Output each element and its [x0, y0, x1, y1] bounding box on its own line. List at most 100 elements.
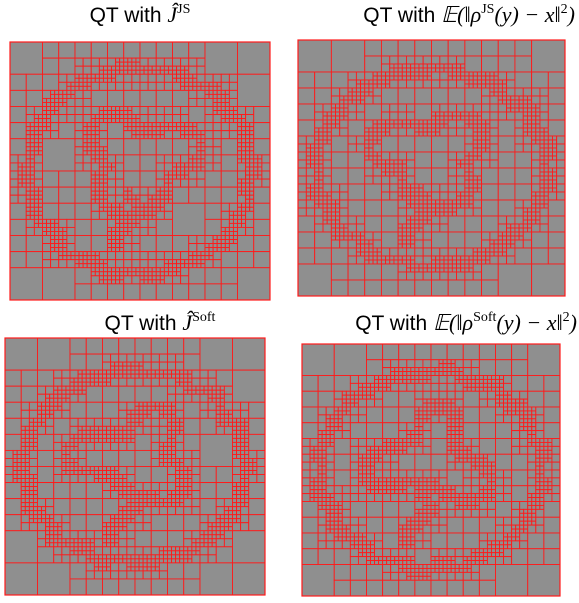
- quadtree-cell: [411, 124, 415, 128]
- quadtree-cell: [233, 410, 241, 418]
- quadtree-cell: [127, 422, 131, 426]
- quadtree-cell: [180, 382, 184, 386]
- quadtree-cell: [415, 64, 419, 68]
- quadtree-cell: [386, 172, 390, 176]
- quadtree-cell: [330, 509, 334, 513]
- quadtree-cell: [346, 525, 350, 529]
- quadtree-cell: [403, 482, 407, 486]
- quadtree-cell: [82, 547, 86, 551]
- quadtree-cell: [95, 155, 99, 159]
- quadtree-cell: [189, 127, 193, 131]
- quadtree-cell: [124, 107, 128, 111]
- quadtree-cell: [482, 256, 486, 260]
- quadtree-cell: [213, 94, 217, 98]
- quadtree-cell: [482, 72, 486, 76]
- quadtree-cell: [71, 90, 75, 94]
- quadtree-cell: [128, 191, 132, 195]
- quadtree-cell: [242, 127, 246, 131]
- quadtree-cell: [86, 539, 90, 543]
- quadtree-cell: [448, 260, 452, 264]
- quadtree-cell: [213, 107, 217, 111]
- quadtree-cell: [189, 187, 205, 203]
- quadtree-cell: [415, 220, 419, 224]
- quadtree-cell: [87, 264, 91, 268]
- quadtree-cell: [331, 116, 335, 120]
- quadtree-cell: [241, 479, 245, 483]
- quadtree-cell: [447, 435, 451, 439]
- quadtree-cell: [361, 92, 365, 96]
- quadtree-cell: [520, 391, 528, 399]
- quadtree-cell: [398, 40, 415, 56]
- quadtree-cell: [156, 179, 164, 187]
- quadtree-cell: [176, 418, 180, 422]
- quadtree-cell: [443, 407, 447, 411]
- quadtree-cell: [415, 513, 419, 517]
- quadtree-cell: [242, 131, 246, 135]
- quadtree-cell: [406, 224, 410, 228]
- quadtree-cell: [356, 88, 360, 92]
- quadtree-cell: [254, 167, 258, 171]
- quadtree-cell: [257, 467, 265, 475]
- quadtree-cell: [326, 407, 334, 415]
- quadtree-cell: [390, 120, 394, 124]
- quadtree-cell: [369, 136, 373, 140]
- quadtree-cell: [381, 168, 385, 172]
- quadtree-cell: [112, 248, 116, 252]
- quadtree-cell: [103, 338, 119, 354]
- quadtree-cell: [373, 80, 377, 84]
- quadtree-cell: [201, 260, 205, 264]
- quadtree-cell: [59, 219, 67, 227]
- quadtree-cell: [331, 152, 348, 168]
- quadtree-cell: [208, 547, 216, 555]
- quadtree-cell: [193, 127, 197, 131]
- quadtree-cell: [465, 208, 473, 216]
- quadtree-cell: [120, 272, 124, 276]
- quadtree-cell: [482, 168, 499, 184]
- quadtree-cell: [152, 66, 156, 70]
- quadtree-cell: [147, 499, 151, 503]
- quadtree-cell: [238, 227, 246, 235]
- quadtree-cell: [197, 123, 205, 131]
- quadtree-cell: [486, 248, 490, 252]
- quadtree-cell: [135, 354, 143, 362]
- quadtree-cell: [406, 160, 414, 168]
- quadtree-cell: [26, 195, 30, 199]
- quadtree-cell: [373, 120, 377, 124]
- quadtree-cell: [477, 136, 481, 140]
- quadtree-cell: [246, 159, 250, 163]
- quadtree-cell: [155, 503, 159, 507]
- quadtree-cell: [473, 192, 481, 200]
- quadtree-cell: [176, 402, 184, 410]
- quadtree-cell: [127, 515, 131, 519]
- quadtree-cell: [350, 517, 358, 525]
- quadtree-cell: [176, 422, 180, 426]
- quadtree-cell: [415, 344, 431, 360]
- quadtree-cell: [311, 160, 315, 164]
- quadtree-cell: [188, 495, 192, 499]
- quadtree-cell: [30, 135, 34, 139]
- quadtree-cell: [451, 419, 455, 423]
- quadtree-cell: [103, 418, 111, 426]
- quadtree-cell: [326, 494, 330, 498]
- quadtree-cell: [204, 390, 208, 394]
- quadtree-cell: [220, 402, 224, 406]
- quadtree-cell: [112, 115, 116, 119]
- quadtree-cell: [511, 244, 515, 248]
- quadtree-cell: [486, 252, 490, 256]
- quadtree-cell: [548, 216, 565, 232]
- quadtree-cell: [415, 104, 432, 120]
- quadtree-cell: [127, 410, 131, 414]
- quadtree-cell: [176, 487, 180, 491]
- quadtree-cell: [502, 236, 506, 240]
- quadtree-cell: [246, 139, 250, 143]
- quadtree-cell: [233, 215, 237, 219]
- quadtree-cell: [419, 439, 423, 443]
- quadtree-cell: [34, 135, 38, 139]
- quadtree-cell: [87, 139, 91, 143]
- quadtree-cell: [377, 140, 381, 144]
- quadtree-cell: [250, 123, 254, 127]
- quadtree-cell: [444, 268, 448, 272]
- quadtree-cell: [427, 517, 431, 521]
- quadtree-cell: [319, 144, 323, 148]
- quadtree-cell: [358, 399, 366, 407]
